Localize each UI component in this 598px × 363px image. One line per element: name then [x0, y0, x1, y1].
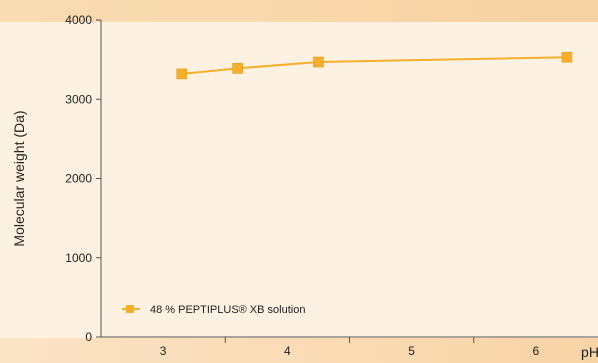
legend-marker [126, 305, 134, 313]
y-tick-label: 1000 [65, 251, 92, 265]
data-point [176, 68, 188, 80]
x-tick-label: 6 [533, 344, 540, 358]
x-axis-label: pH [581, 344, 598, 360]
x-tick-label: 4 [284, 344, 291, 358]
data-point [561, 51, 573, 63]
bottom-gradient-band [0, 338, 598, 363]
data-point [313, 56, 324, 68]
data-point [232, 63, 243, 74]
series-line [181, 56, 567, 75]
top-gradient-band [0, 0, 598, 22]
y-tick-label: 4000 [65, 13, 92, 27]
y-tick-label: 2000 [65, 172, 92, 186]
x-tick-label: 3 [160, 344, 167, 358]
legend-label: 48 % PEPTIPLUS® XB solution [150, 304, 305, 316]
y-axis-label: Molecular weight (Da) [11, 110, 27, 246]
y-tick-label: 0 [85, 330, 92, 344]
y-tick-label: 3000 [65, 92, 92, 106]
x-tick-label: 5 [408, 344, 415, 358]
